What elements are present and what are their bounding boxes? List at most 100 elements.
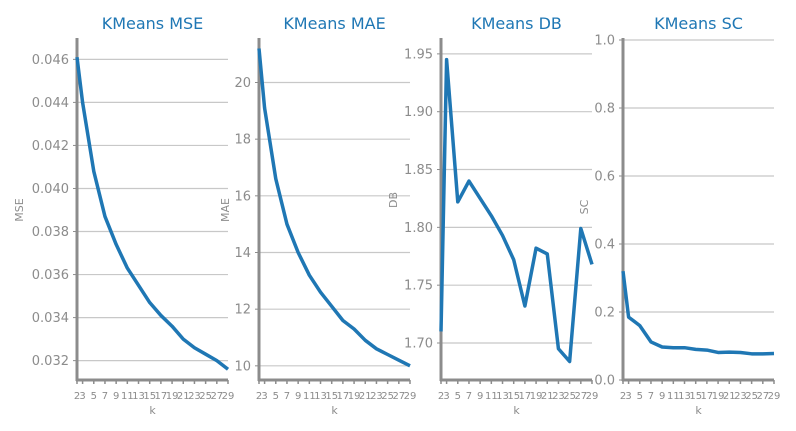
- x-tick-label: 25: [381, 391, 394, 402]
- x-tick-label: 17: [155, 391, 168, 402]
- x-tick-label: 5: [637, 391, 643, 402]
- x-tick-label: 23: [188, 391, 201, 402]
- x-tick-label: 21: [359, 391, 372, 402]
- x-tick-label: 15: [689, 391, 702, 402]
- y-axis-label: MSE: [13, 198, 26, 221]
- series-line: [257, 48, 411, 368]
- x-tick-label: 7: [284, 391, 290, 402]
- x-tick-label: 29: [586, 391, 599, 402]
- x-tick-label: 13: [678, 391, 691, 402]
- x-tick-label: 5: [273, 391, 279, 402]
- y-tick-label: 18: [234, 133, 251, 148]
- x-tick-label: 2: [438, 391, 444, 402]
- chart-panel-4: KMeans SC 0.0 0.2 0.4 0.6 0.8 1.0 SC 2 3 5 7 9 111315…: [578, 14, 780, 417]
- y-tick-label: 0.046: [32, 53, 69, 68]
- chart-panel-1: KMeans MSE 0.032 0.034 0.036 0.038 0.040 0.042…: [13, 14, 234, 417]
- y-tick-label: 0.4: [594, 238, 615, 253]
- x-tick-label: 17: [519, 391, 532, 402]
- x-tick-label: 17: [337, 391, 350, 402]
- series-line: [75, 57, 230, 371]
- y-tick-label: 1.80: [404, 221, 433, 236]
- x-tick-label: 25: [563, 391, 576, 402]
- x-tick-label: 29: [404, 391, 417, 402]
- y-tick-label: 0.2: [594, 306, 615, 321]
- x-tick-label: 2: [74, 391, 80, 402]
- y-tick-label: 0.036: [32, 268, 69, 283]
- x-tick-label: 15: [325, 391, 338, 402]
- x-tick-label: 27: [756, 391, 769, 402]
- x-axis-label: k: [149, 404, 156, 417]
- x-tick-label: 9: [659, 391, 665, 402]
- chart-title: KMeans SC: [654, 14, 743, 33]
- y-tick-label: 0.6: [594, 170, 615, 185]
- y-tick-label: 14: [234, 246, 251, 261]
- y-tick-label: 0.032: [32, 354, 69, 369]
- x-tick-label: 19: [348, 391, 361, 402]
- y-tick-label: 1.85: [404, 163, 433, 178]
- y-tick-label: 20: [234, 76, 251, 91]
- series-line: [621, 270, 775, 356]
- x-tick-label: 15: [143, 391, 156, 402]
- x-tick-label: 7: [102, 391, 108, 402]
- x-tick-label: 19: [166, 391, 179, 402]
- y-tick-label: 1.70: [404, 336, 433, 351]
- x-tick-label: 5: [91, 391, 97, 402]
- y-tick-label: 1.95: [404, 47, 433, 62]
- y-tick-label: 0.0: [594, 374, 615, 389]
- x-tick-label: 9: [113, 391, 119, 402]
- series-line: [439, 57, 594, 364]
- y-tick-label: 1.75: [404, 279, 433, 294]
- x-tick-label: 13: [314, 391, 327, 402]
- y-axis-label: MAE: [219, 198, 232, 222]
- x-tick-label: 3: [261, 391, 267, 402]
- x-tick-label: 23: [734, 391, 747, 402]
- x-tick-label: 5: [455, 391, 461, 402]
- x-axis-label: k: [513, 404, 520, 417]
- chart-title: KMeans MSE: [102, 14, 204, 33]
- x-tick-label: 27: [574, 391, 587, 402]
- x-tick-label: 29: [222, 391, 235, 402]
- x-tick-label: 21: [541, 391, 554, 402]
- x-tick-label: 13: [496, 391, 509, 402]
- x-tick-label: 19: [530, 391, 543, 402]
- x-tick-label: 19: [712, 391, 725, 402]
- x-tick-label: 11: [667, 391, 680, 402]
- x-tick-label: 3: [443, 391, 449, 402]
- x-tick-label: 25: [199, 391, 212, 402]
- x-tick-label: 15: [507, 391, 520, 402]
- x-tick-label: 7: [648, 391, 654, 402]
- x-tick-label: 23: [552, 391, 565, 402]
- chart-title: KMeans MAE: [283, 14, 385, 33]
- x-tick-label: 21: [177, 391, 190, 402]
- y-axis-label: DB: [387, 192, 400, 208]
- x-tick-label: 9: [477, 391, 483, 402]
- y-tick-label: 0.038: [32, 225, 69, 240]
- y-tick-label: 12: [234, 303, 251, 318]
- x-tick-label: 17: [701, 391, 714, 402]
- x-tick-label: 11: [485, 391, 498, 402]
- y-tick-label: 0.042: [32, 139, 69, 154]
- y-tick-label: 1.0: [594, 34, 615, 49]
- x-tick-label: 7: [466, 391, 472, 402]
- y-tick-label: 0.040: [32, 182, 69, 197]
- y-tick-label: 16: [234, 189, 251, 204]
- y-axis-label: SC: [578, 199, 591, 214]
- y-tick-label: 1.90: [404, 105, 433, 120]
- x-tick-label: 2: [256, 391, 262, 402]
- chart-title: KMeans DB: [471, 14, 562, 33]
- x-tick-label: 9: [295, 391, 301, 402]
- y-tick-label: 0.8: [594, 102, 615, 117]
- x-tick-label: 2: [620, 391, 626, 402]
- x-tick-label: 25: [745, 391, 758, 402]
- x-tick-label: 3: [79, 391, 85, 402]
- x-axis-label: k: [695, 404, 702, 417]
- x-tick-label: 21: [723, 391, 736, 402]
- x-tick-label: 29: [768, 391, 781, 402]
- x-axis-label: k: [331, 404, 338, 417]
- x-tick-label: 27: [392, 391, 405, 402]
- y-tick-label: 10: [234, 359, 251, 374]
- x-tick-label: 13: [132, 391, 145, 402]
